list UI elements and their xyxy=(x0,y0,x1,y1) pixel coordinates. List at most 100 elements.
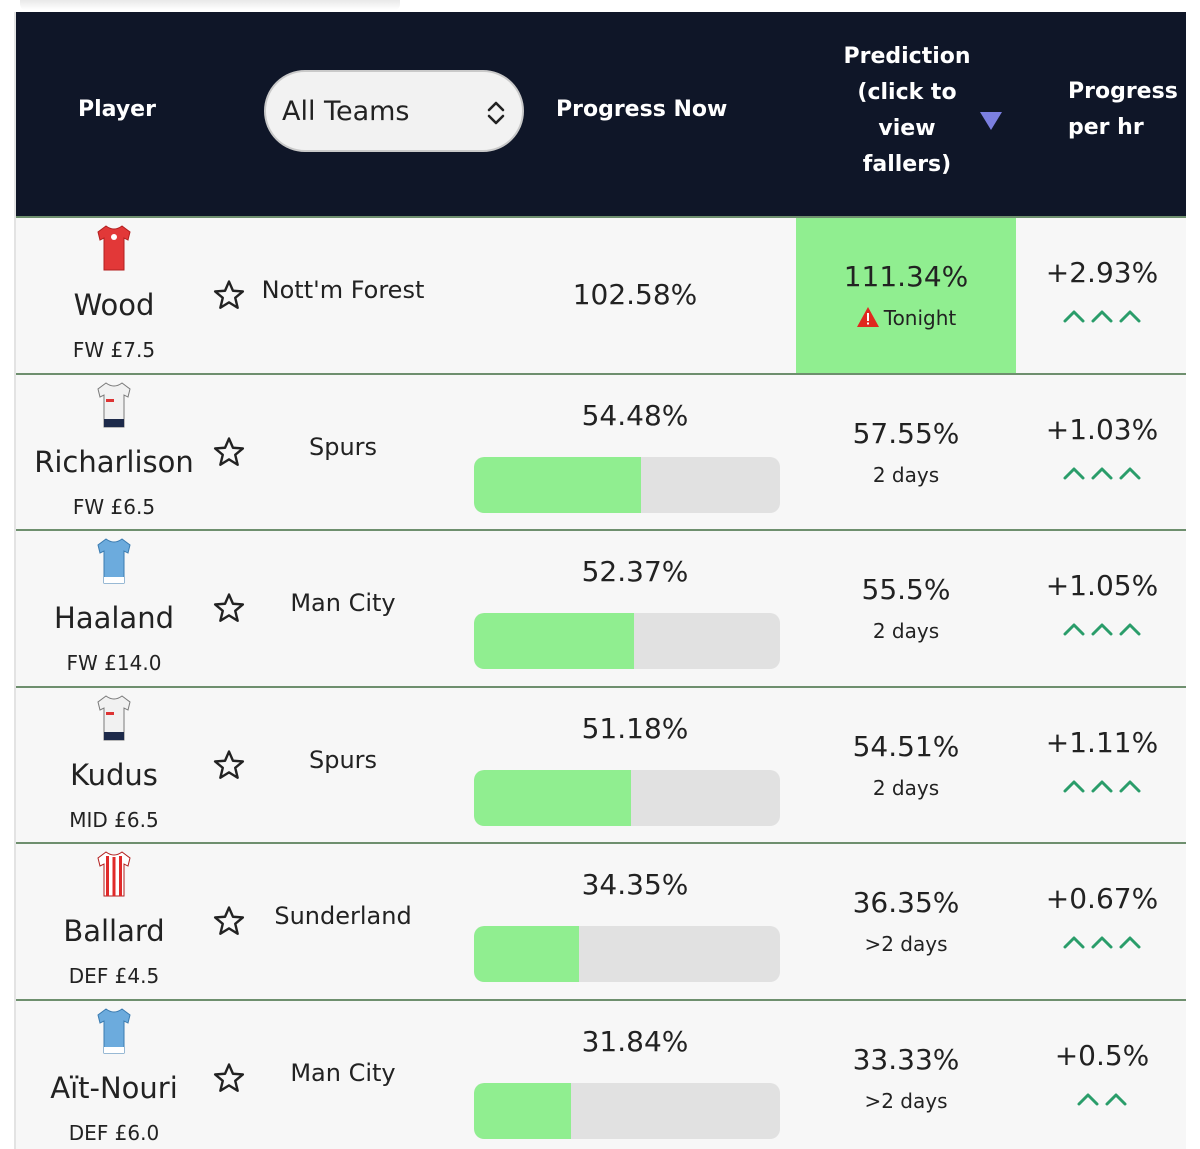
chevron-up-icon xyxy=(1063,623,1085,636)
star-icon[interactable] xyxy=(212,278,246,312)
star-icon[interactable] xyxy=(212,591,246,625)
progress-now-value: 51.18% xyxy=(581,711,689,745)
team-filter-select[interactable]: All Teams xyxy=(264,70,524,152)
select-chevron-icon xyxy=(487,101,505,125)
player-team: Sunderland xyxy=(274,902,412,930)
header-progress-now[interactable]: Progress Now xyxy=(556,97,728,122)
prediction-timing-label: 2 days xyxy=(872,619,940,643)
progress-now-value: 54.48% xyxy=(581,398,689,432)
prediction-timing: 2 days xyxy=(796,619,1016,643)
progress-bar-fill xyxy=(474,456,641,513)
star-icon[interactable] xyxy=(212,748,246,782)
top-strip-shadow xyxy=(20,0,400,10)
header-prediction-line-4: fallers) xyxy=(862,152,952,177)
warning-icon xyxy=(856,307,879,327)
top-strip xyxy=(0,0,1200,12)
chevron-up-icon xyxy=(1063,467,1085,479)
team-kit-icon xyxy=(97,538,131,584)
progress-bar-fill xyxy=(474,1082,572,1139)
team-kit-icon xyxy=(97,694,131,740)
player-team: Man City xyxy=(290,1058,396,1087)
trend-chevrons xyxy=(1016,308,1188,328)
prediction-timing: Tonight xyxy=(796,306,1016,330)
progress-bar-fill xyxy=(474,769,631,826)
player-position-price: DEF £4.5 xyxy=(68,964,160,988)
player-team: Man City xyxy=(290,589,396,617)
chevron-up-icon xyxy=(1105,1093,1127,1105)
header-prediction-line-2: (click to xyxy=(857,80,957,105)
progress-per-hr-value: +0.5% xyxy=(1054,1038,1150,1072)
chevron-up-icon xyxy=(1077,1093,1099,1105)
progress-bar xyxy=(474,456,780,513)
team-kit-icon xyxy=(97,225,131,271)
player-name[interactable]: Haaland xyxy=(54,601,174,635)
prediction-value: 33.33% xyxy=(852,1042,960,1076)
trend-chevrons xyxy=(1016,934,1188,954)
progress-per-hr-value: +1.11% xyxy=(1045,725,1159,759)
trend-chevrons xyxy=(1016,621,1188,641)
progress-now-value: 34.35% xyxy=(581,868,689,901)
prediction-timing: 2 days xyxy=(796,463,1016,487)
table-row[interactable]: Haaland FW £14.0 Man City 52.37% 55.5% 2 days… xyxy=(16,529,1186,686)
progress-bar xyxy=(474,613,780,669)
header-per-hr-line-1: Progress xyxy=(1068,79,1178,104)
table-row[interactable]: Ballard DEF £4.5 Sunderland 34.35% 36.35% >2 … xyxy=(16,842,1186,999)
progress-per-hr-value: +1.03% xyxy=(1045,412,1159,446)
table-row[interactable]: Wood FW £7.5 Nott'm Forest 102.58% 111.34% To… xyxy=(16,216,1186,373)
chevron-up-icon xyxy=(1119,467,1141,479)
chevron-up-icon xyxy=(1091,780,1113,792)
team-kit-icon xyxy=(97,381,131,427)
table-row[interactable]: Richarlison FW £6.5 Spurs 54.48% 57.55% 2 day… xyxy=(16,372,1188,530)
player-name[interactable]: Aït-Nouri xyxy=(50,1070,178,1105)
player-team: Spurs xyxy=(308,745,378,774)
player-name[interactable]: Ballard xyxy=(63,914,165,948)
prediction-timing-label: 2 days xyxy=(872,775,940,800)
chevron-up-icon xyxy=(1091,936,1113,949)
table-row[interactable]: Aït-Nouri DEF £6.0 Man City 31.84% 33.33% >2 … xyxy=(16,998,1188,1149)
team-kit-icon xyxy=(97,851,131,897)
header-player[interactable]: Player xyxy=(78,97,156,122)
header-progress-per-hr[interactable]: Progress per hr xyxy=(1068,74,1178,146)
table-header: Player All Teams Progress Now Prediction… xyxy=(16,12,1186,216)
player-position-price: DEF £6.0 xyxy=(68,1120,160,1145)
progress-now-value: 52.37% xyxy=(581,555,689,588)
trend-chevrons xyxy=(1016,778,1188,798)
sort-descending-icon[interactable] xyxy=(980,112,1002,130)
prediction-value: 57.55% xyxy=(852,416,960,450)
star-icon[interactable] xyxy=(212,904,246,938)
header-per-hr-line-2: per hr xyxy=(1068,115,1144,140)
prediction-value: 55.5% xyxy=(861,573,951,606)
progress-bar-fill xyxy=(474,613,635,669)
prediction-value: 36.35% xyxy=(852,886,960,919)
price-change-table: Player All Teams Progress Now Prediction… xyxy=(14,12,1186,1149)
prediction-timing-label: Tonight xyxy=(883,306,957,330)
chevron-up-icon xyxy=(1063,780,1085,792)
player-name[interactable]: Wood xyxy=(73,288,155,322)
star-icon[interactable] xyxy=(212,435,246,469)
chevron-up-icon xyxy=(1119,936,1141,949)
player-team: Nott'm Forest xyxy=(261,276,425,304)
player-name[interactable]: Richarlison xyxy=(34,444,194,479)
progress-bar xyxy=(474,769,780,826)
player-name[interactable]: Kudus xyxy=(70,757,158,792)
prediction-value: 111.34% xyxy=(843,260,969,293)
prediction-timing-label: >2 days xyxy=(864,932,948,956)
trend-chevrons xyxy=(1016,465,1188,485)
table-row[interactable]: Kudus MID £6.5 Spurs 51.18% 54.51% 2 days +1.1… xyxy=(16,685,1188,843)
trend-chevrons xyxy=(1016,1091,1188,1111)
prediction-value: 54.51% xyxy=(852,729,960,763)
player-position-price: FW £14.0 xyxy=(66,651,162,675)
chevron-up-icon xyxy=(1119,623,1141,636)
prediction-timing: 2 days xyxy=(796,776,1016,800)
star-icon[interactable] xyxy=(212,1061,246,1095)
prediction-highlight xyxy=(796,218,1016,373)
progress-now-value: 31.84% xyxy=(581,1024,689,1058)
progress-bar-fill xyxy=(474,926,580,982)
chevron-up-icon xyxy=(1119,780,1141,792)
chevron-up-icon xyxy=(1063,310,1085,323)
progress-bar xyxy=(474,1082,780,1139)
header-prediction[interactable]: Prediction (click to view fallers) xyxy=(828,39,986,183)
prediction-timing-label: 2 days xyxy=(872,462,940,487)
chevron-up-icon xyxy=(1063,936,1085,949)
prediction-timing: >2 days xyxy=(796,932,1016,956)
